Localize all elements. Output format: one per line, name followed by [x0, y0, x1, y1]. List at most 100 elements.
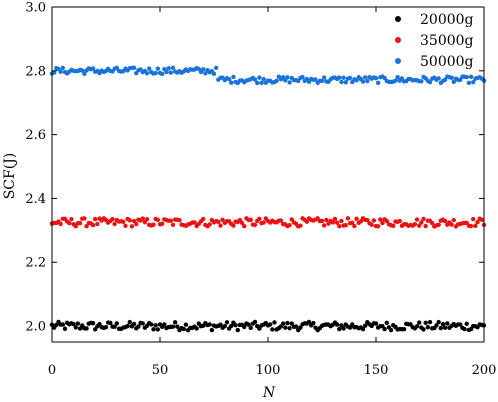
point-35000g [257, 216, 262, 221]
point-35000g [384, 218, 389, 224]
point-50000g [229, 80, 234, 85]
point-35000g [412, 221, 418, 227]
point-50000g [211, 71, 217, 77]
point-20000g [136, 324, 141, 329]
point-50000g [155, 66, 161, 71]
point-20000g [233, 322, 238, 328]
point-20000g [155, 327, 161, 332]
point-20000g [434, 323, 439, 328]
point-20000g [218, 322, 223, 327]
point-20000g [252, 319, 258, 325]
point-20000g [334, 322, 340, 327]
legend-marker-20000g [395, 16, 401, 22]
x-tick-label: 100 [256, 363, 281, 378]
point-50000g [287, 80, 292, 85]
point-20000g [73, 325, 78, 330]
point-35000g [110, 216, 115, 222]
point-50000g [170, 65, 176, 71]
point-35000g [371, 218, 377, 223]
point-35000g [239, 220, 245, 226]
point-50000g [436, 76, 441, 81]
y-tick-label: 2.6 [25, 128, 46, 143]
legend-label-50000g: 50000g [420, 54, 474, 70]
point-50000g [319, 78, 325, 84]
point-35000g [345, 216, 351, 221]
point-50000g [60, 65, 65, 71]
point-20000g [103, 324, 109, 330]
point-35000g [69, 216, 74, 222]
point-20000g [462, 326, 467, 332]
point-35000g [134, 221, 139, 227]
point-20000g [363, 323, 368, 328]
point-35000g [319, 218, 325, 224]
point-20000g [311, 320, 316, 326]
point-35000g [112, 221, 117, 227]
y-tick-label: 2.4 [25, 192, 46, 207]
point-50000g [285, 75, 290, 80]
point-35000g [95, 221, 100, 227]
data-points [49, 65, 487, 333]
point-35000g [131, 218, 137, 224]
point-35000g [429, 220, 435, 226]
point-50000g [375, 80, 381, 86]
point-50000g [226, 77, 232, 82]
point-20000g [183, 322, 189, 327]
point-50000g [255, 80, 260, 86]
point-20000g [464, 321, 469, 327]
point-35000g [248, 217, 253, 223]
point-20000g [90, 320, 96, 326]
point-50000g [360, 79, 366, 84]
point-50000g [343, 80, 348, 85]
point-35000g [414, 217, 420, 222]
point-20000g [140, 321, 145, 326]
point-35000g [168, 218, 173, 223]
point-50000g [321, 75, 327, 80]
point-20000g [289, 321, 294, 326]
y-tick-label: 2.0 [25, 320, 46, 335]
point-35000g [155, 217, 161, 223]
point-35000g [192, 220, 197, 225]
point-20000g [421, 327, 426, 332]
point-50000g [82, 71, 87, 77]
point-20000g [84, 326, 89, 331]
point-20000g [229, 323, 234, 329]
point-20000g [131, 321, 137, 327]
point-35000g [436, 222, 441, 228]
point-35000g [252, 222, 258, 228]
point-20000g [267, 322, 273, 327]
point-20000g [112, 324, 117, 329]
point-35000g [151, 222, 156, 227]
point-20000g [417, 320, 422, 325]
point-35000g [365, 217, 370, 223]
point-20000g [388, 327, 394, 333]
point-20000g [162, 322, 167, 327]
point-35000g [242, 223, 247, 229]
point-20000g [270, 327, 275, 332]
point-50000g [257, 75, 262, 80]
point-20000g [209, 327, 215, 333]
axis-ticks: 0 50 100 150 200 2.0 2.2 2.4 2.6 2.8 3.0 [25, 1, 496, 379]
point-35000g [220, 217, 225, 222]
point-20000g [458, 322, 463, 327]
point-35000g [287, 222, 292, 228]
point-35000g [375, 224, 381, 229]
legend: 20000g 35000g 50000g [395, 12, 474, 70]
point-20000g [242, 324, 247, 330]
point-20000g [175, 324, 180, 329]
point-50000g [442, 77, 448, 82]
point-35000g [82, 216, 87, 221]
point-50000g [449, 75, 454, 80]
point-20000g [181, 326, 186, 332]
point-35000g [378, 217, 383, 222]
point-35000g [417, 223, 422, 228]
point-35000g [321, 223, 327, 228]
point-50000g [166, 66, 171, 71]
point-50000g [131, 65, 137, 71]
point-35000g [144, 216, 150, 222]
point-50000g [114, 65, 120, 71]
point-50000g [427, 79, 433, 85]
point-20000g [337, 326, 342, 332]
point-20000g [224, 320, 230, 325]
point-20000g [248, 325, 253, 331]
